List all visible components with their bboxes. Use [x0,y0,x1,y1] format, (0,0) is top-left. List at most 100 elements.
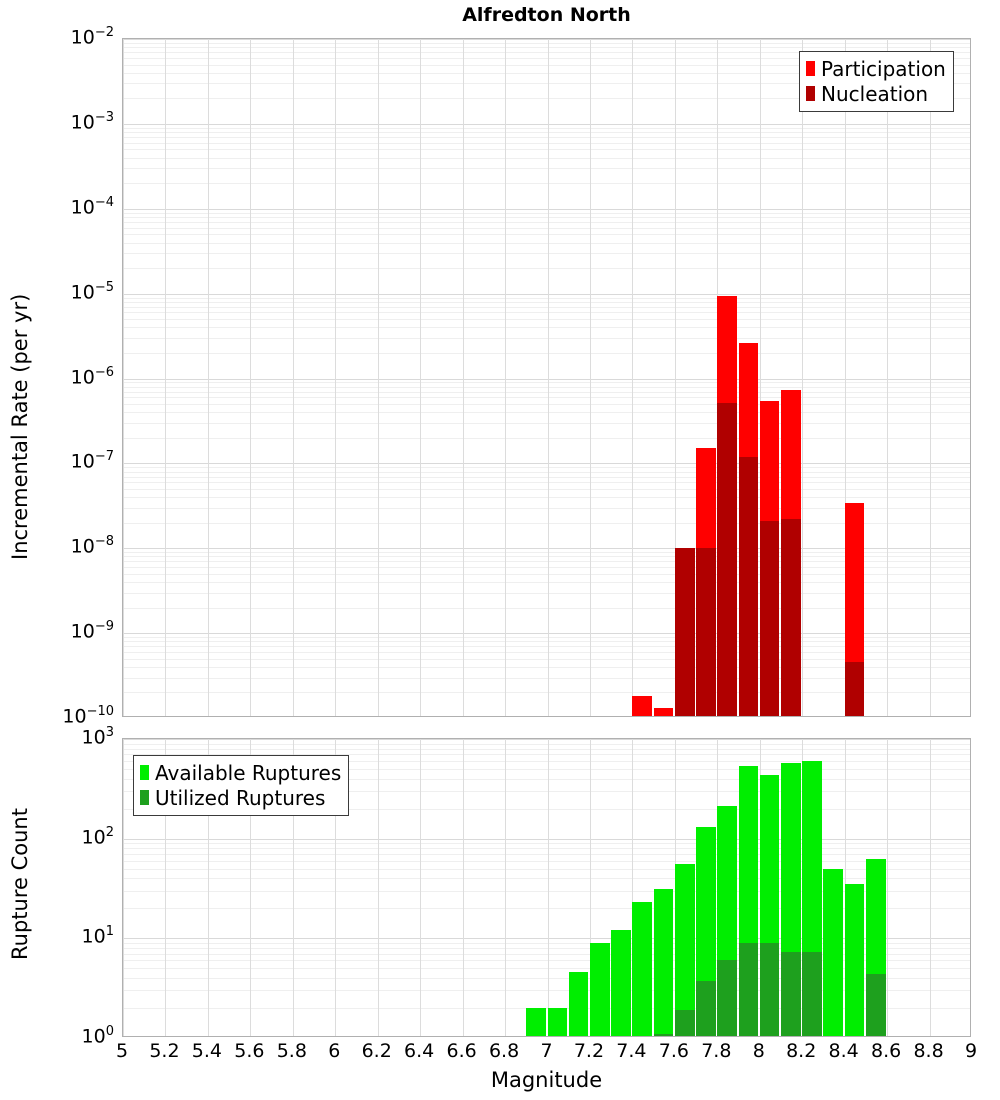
gridline-minor [123,968,970,969]
gridline-vertical [675,739,676,1036]
bar-participation [780,389,801,716]
gridline-minor [123,667,970,668]
gridline-minor [123,582,970,583]
bar-participation [759,400,780,716]
gridline-minor [123,508,970,509]
gridline-minor [123,593,970,594]
gridline-major [123,124,970,125]
gridline-minor [123,489,970,490]
gridline-minor [123,234,970,235]
x-tick-label: 7.6 [658,1040,689,1062]
grid-top [123,39,970,716]
x-tick-label: 7.8 [701,1040,732,1062]
gridline-minor [123,228,970,229]
x-tick-label: 8 [752,1040,765,1062]
x-tick-label: 5.2 [149,1040,180,1062]
bar-nucleation [780,519,801,716]
gridline-minor [123,523,970,524]
gridline-minor [123,1008,970,1009]
gridline-minor [123,327,970,328]
gridline-vertical [845,739,846,1036]
y-tick-label: 10−3 [70,109,114,134]
gridline-minor [123,749,970,750]
gridline-major [123,39,970,40]
gridline-minor [123,423,970,424]
available-ruptures-swatch-icon [140,765,149,780]
bar-participation [738,343,759,716]
gridline-vertical [675,39,676,716]
y-axis-ticks-bottom: 103 102 101 100 [52,725,114,1047]
gridline-minor [123,222,970,223]
bar-nucleation [674,548,695,716]
gridline-vertical [548,39,549,716]
gridline-minor [123,854,970,855]
gridline-vertical [632,739,633,1036]
bar-utilized-ruptures [865,973,886,1036]
gridline-minor [123,692,970,693]
y-tick-label: 10−4 [70,194,114,219]
gridline-vertical [123,739,124,1036]
x-tick-label: 8.6 [870,1040,902,1062]
gridline-minor [123,392,970,393]
bar-utilized-ruptures [674,1010,695,1036]
gridline-vertical [632,39,633,716]
y-tick-label: 10−7 [70,449,114,473]
gridline-minor [123,404,970,405]
gridline-minor [123,744,970,745]
gridline-minor [123,438,970,439]
gridline-vertical [717,39,718,716]
gridline-major [123,938,970,939]
gridline-major [123,209,970,210]
gridline-minor [123,43,970,44]
gridline-minor [123,848,970,849]
legend-bottom: Available Ruptures Utilized Ruptures [133,755,350,816]
bars-participation-nucleation [123,39,970,716]
gridline-minor [123,567,970,568]
x-tick-label: 8.2 [786,1040,817,1062]
bar-available-ruptures [865,859,886,1036]
bar-available-ruptures [547,1007,568,1036]
legend-item-available-ruptures[interactable]: Available Ruptures [140,760,341,785]
bar-utilized-ruptures [802,951,822,1036]
legend-label: Available Ruptures [155,760,342,785]
y-tick-label: 10−6 [70,364,114,388]
bar-participation [717,296,738,716]
y-tick-label: 10−10 [62,704,114,728]
legend-item-participation[interactable]: Participation [806,56,946,81]
gridline-minor [123,128,970,129]
x-tick-label: 9 [964,1040,978,1062]
gridline-vertical [802,39,803,716]
incremental-rate-plot [122,38,971,717]
x-tick-label: 5.4 [191,1040,222,1062]
legend-item-nucleation[interactable]: Nucleation [806,81,946,106]
gridline-minor [123,168,970,169]
gridline-vertical [760,39,761,716]
gridline-vertical [590,39,591,716]
y-axis-ticks-top: 10−2 10−3 10−4 10−5 10−6 10−7 10−8 10−9 10−10 [52,25,114,727]
gridline-vertical [463,39,464,716]
legend-top: Participation Nucleation [799,51,954,112]
legend-item-utilized-ruptures[interactable]: Utilized Ruptures [140,785,341,810]
gridline-vertical [463,739,464,1036]
bar-utilized-ruptures [780,951,801,1036]
gridline-minor [123,908,970,909]
gridline-minor [123,659,970,660]
bar-participation [674,589,695,716]
gridline-vertical [208,39,209,716]
gridline-vertical [590,739,591,1036]
bar-participation [653,708,674,716]
gridline-major [123,294,970,295]
gridline-minor [123,397,970,398]
bar-nucleation [696,548,716,716]
legend-label: Participation [821,56,946,81]
gridline-minor [123,213,970,214]
gridline-vertical [165,39,166,716]
bar-nucleation [717,402,738,716]
y-tick-label: 100 [81,1024,114,1048]
gridline-minor [123,143,970,144]
gridline-vertical [335,39,336,716]
x-tick-label: 7.4 [616,1040,647,1062]
gridline-minor [123,353,970,354]
x-tick-label: 8.8 [913,1040,944,1062]
